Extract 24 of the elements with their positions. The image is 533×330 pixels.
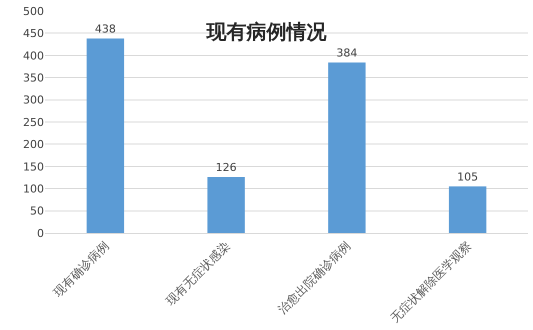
y-tick-label: 450	[23, 27, 44, 40]
y-tick-label: 100	[23, 182, 44, 196]
y-tick-label: 400	[23, 49, 44, 62]
text: 现有病例情况	[206, 19, 328, 44]
x-tick-label: 现有确诊病例	[50, 238, 112, 300]
y-tick-label: 350	[23, 71, 44, 84]
y-tick-label: 0	[37, 226, 44, 240]
bar	[328, 62, 366, 233]
y-tick-label: 250	[23, 116, 44, 129]
x-tick-label: 现有无症状感染	[163, 238, 232, 308]
bar	[86, 38, 124, 233]
y-tick-label: 300	[23, 94, 44, 107]
y-tick-label: 150	[23, 160, 44, 174]
data-label: 384	[336, 46, 358, 60]
data-label: 438	[94, 22, 116, 36]
y-tick-label: 200	[23, 138, 44, 152]
y-tick-label: 50	[30, 204, 44, 218]
y-tick-label: 500	[23, 4, 44, 18]
x-tick-label: 治愈出院确诊病例	[275, 238, 354, 317]
data-label: 126	[216, 161, 237, 174]
bar	[448, 186, 486, 233]
x-tick-label: 无症状解除医学观察	[388, 238, 474, 326]
bar	[207, 177, 245, 233]
data-label: 105	[457, 170, 478, 184]
